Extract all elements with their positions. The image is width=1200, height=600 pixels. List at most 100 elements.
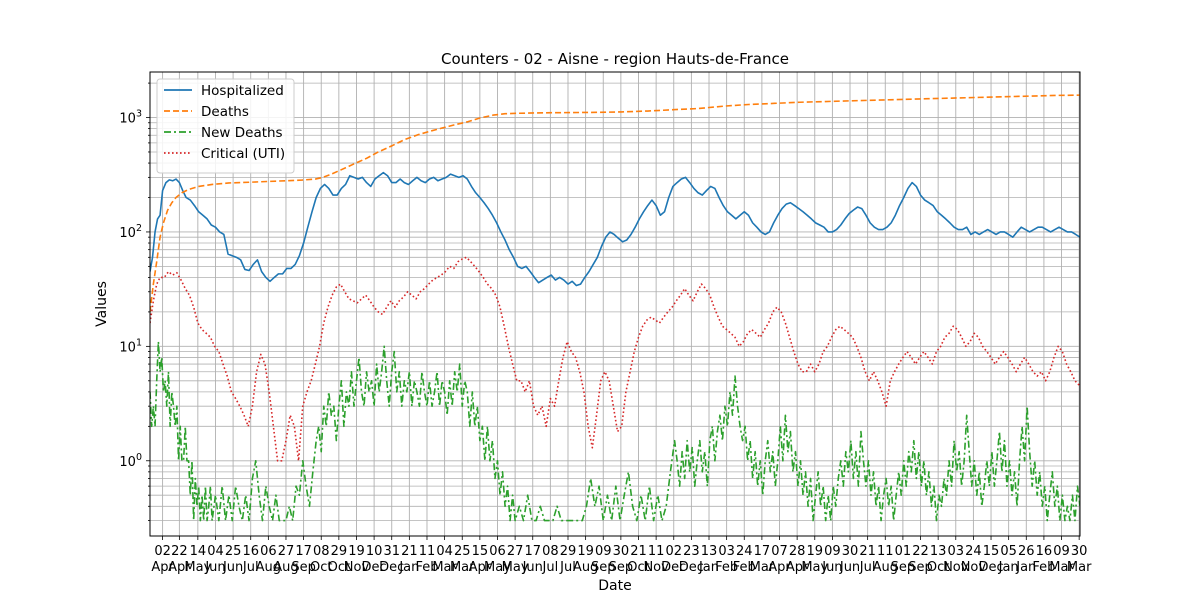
x-tick-day-label: 23 [683,544,700,559]
x-tick-month-label: Jun [839,560,860,575]
x-tick-month-label: Apr [469,560,492,575]
grid-lines [150,72,1080,536]
x-tick-month-label: Dec [679,560,704,575]
x-tick-day-label: 05 [1000,544,1017,559]
x-tick-day-label: 25 [225,544,242,559]
x-tick-day-label: 24 [736,544,753,559]
series-line-new-deaths [150,340,1080,522]
x-tick-day-label: 22 [912,544,929,559]
x-tick-month-label: Jan [998,560,1019,575]
x-tick-month-label: Sep [291,560,316,575]
x-tick-day-label: 30 [613,544,630,559]
x-tick-month-label: Aug [273,560,298,575]
x-tick-month-label: Jun [522,560,543,575]
x-tick-month-label: Nov [943,560,969,575]
x-tick-month-label: Sep [891,560,916,575]
x-tick-month-label: Mar [432,560,457,575]
x-tick-day-label: 09 [595,544,612,559]
x-tick-month-label: Apr [168,560,191,575]
x-tick-day-label: 08 [313,544,330,559]
x-tick-month-label: Apr [768,560,791,575]
x-tick-month-label: Aug [873,560,898,575]
x-tick-day-label: 16 [242,544,259,559]
x-tick-month-label: Jul [559,560,576,575]
x-tick-day-label: 26 [1018,544,1035,559]
x-tick-month-label: Jan [698,560,719,575]
x-tick-day-label: 19 [577,544,594,559]
x-tick-day-label: 04 [436,544,453,559]
x-tick-day-label: 11 [648,544,665,559]
x-tick-day-label: 24 [965,544,982,559]
x-tick-day-label: 11 [419,544,436,559]
x-tick-month-label: Jun [204,560,225,575]
x-tick-month-label: May [801,560,828,575]
x-tick-day-label: 13 [930,544,947,559]
x-tick-day-label: 30 [842,544,859,559]
x-tick-day-label: 22 [171,544,188,559]
x-tick-day-label: 29 [331,544,348,559]
x-tick-day-label: 06 [489,544,506,559]
x-axis-label: Date [598,578,631,594]
x-tick-day-label: 11 [877,544,894,559]
series-line-critical-uti [150,256,1080,462]
x-tick-day-label: 30 [1071,544,1088,559]
x-tick-month-label: Mar [750,560,775,575]
y-tick-label: 101 [119,337,142,355]
x-tick-day-label: 03 [948,544,965,559]
x-tick-month-label: Nov [643,560,669,575]
x-tick-day-label: 27 [507,544,524,559]
x-tick-month-label: Dec [978,560,1003,575]
x-tick-day-label: 17 [295,544,312,559]
x-tick-day-label: 17 [524,544,541,559]
x-tick-day-label: 02 [154,544,171,559]
x-tick-day-label: 02 [665,544,682,559]
x-tick-month-label: Jul [859,560,876,575]
x-tick-month-label: Aug [573,560,598,575]
plot-frame [149,71,1081,537]
x-tick-day-label: 03 [718,544,735,559]
legend-label-critical-uti: Critical (UTI) [201,146,285,162]
x-tick-day-label: 04 [207,544,224,559]
x-tick-day-label: 21 [630,544,647,559]
x-tick-month-label: Feb [1032,560,1055,575]
x-tick-day-label: 13 [701,544,718,559]
x-tick-month-label: Mar [1067,560,1092,575]
x-tick-month-label: Dec [661,560,686,575]
x-tick-month-label: Apr [786,560,809,575]
x-tick-day-label: 19 [348,544,365,559]
x-tick-day-label: 21 [859,544,876,559]
y-tick-label: 103 [119,109,142,127]
x-tick-month-label: Sep [908,560,933,575]
x-tick-day-label: 15 [472,544,489,559]
x-tick-day-label: 21 [401,544,418,559]
x-tick-day-label: 31 [383,544,400,559]
x-tick-day-label: 27 [278,544,295,559]
x-tick-day-label: 01 [895,544,912,559]
legend-label-new-deaths: New Deaths [201,125,283,141]
x-tick-day-label: 07 [771,544,788,559]
y-tick-label: 100 [119,452,142,470]
x-tick-month-label: Dec [362,560,387,575]
x-tick-month-label: Oct [310,560,332,575]
x-tick-day-label: 17 [754,544,771,559]
x-tick-month-label: Oct [328,560,350,575]
x-tick-day-label: 15 [983,544,1000,559]
y-tick-label: 102 [119,223,142,241]
y-axis-label: Values [94,281,110,327]
x-tick-day-label: 29 [560,544,577,559]
x-tick-month-label: Jun [222,560,243,575]
x-tick-month-label: Oct [927,560,949,575]
x-tick-day-label: 28 [789,544,806,559]
x-tick-month-label: Feb [733,560,756,575]
legend-label-hospitalized: Hospitalized [201,83,284,99]
x-tick-month-label: May [484,560,511,575]
x-tick-month-label: Jul [542,560,559,575]
series-line-hospitalized [150,171,1080,287]
x-tick-day-label: 16 [1036,544,1053,559]
x-tick-month-label: Oct [627,560,649,575]
x-tick-day-label: 19 [806,544,823,559]
x-axis-ticks: 02Apr22Apr14May04Jun25Jun16Jul06Aug27Aug… [151,536,1092,575]
x-tick-day-label: 06 [260,544,277,559]
x-tick-month-label: Jun [821,560,842,575]
